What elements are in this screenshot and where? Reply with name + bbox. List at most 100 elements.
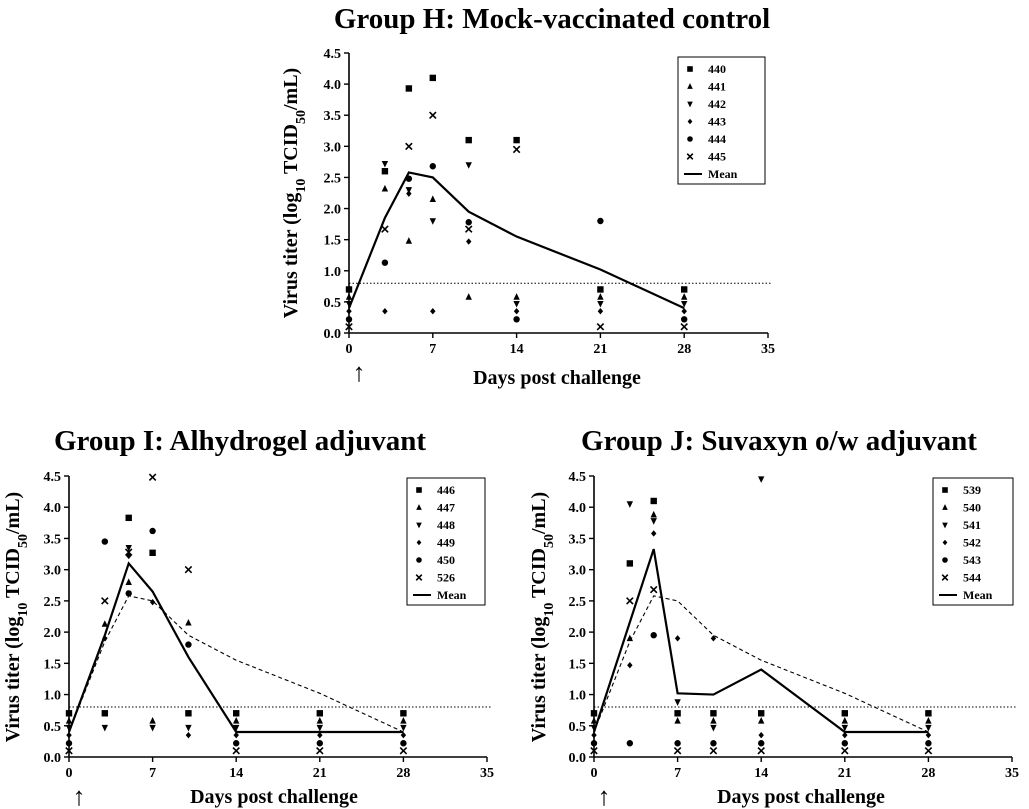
data-point-541 xyxy=(626,501,634,508)
data-point-445 xyxy=(680,323,688,331)
data-point-447 xyxy=(125,578,132,585)
legend-label: 543 xyxy=(963,553,981,567)
data-point-445 xyxy=(596,323,605,331)
y-tick-label: 1.0 xyxy=(324,265,342,280)
y-tick-label: 0.0 xyxy=(324,327,342,342)
challenge-arrow: ↑ xyxy=(73,782,86,809)
data-point-440 xyxy=(405,85,413,92)
data-point-541 xyxy=(590,724,598,732)
legend-marker-444 xyxy=(687,136,693,142)
x-axis-title: Days post challenge xyxy=(190,786,358,808)
x-tick-label: 7 xyxy=(429,342,436,357)
data-point-440 xyxy=(465,136,472,144)
data-point-449 xyxy=(66,731,72,739)
data-point-541 xyxy=(674,699,681,706)
reference-mean-line xyxy=(68,595,404,733)
data-point-526 xyxy=(399,746,408,755)
data-point-443 xyxy=(406,190,412,197)
data-point-450 xyxy=(125,590,132,597)
data-point-526 xyxy=(232,746,240,755)
data-point-446 xyxy=(149,549,156,557)
legend-label: 540 xyxy=(963,501,981,515)
data-point-542 xyxy=(650,530,657,537)
y-axis-title-part: TCID xyxy=(2,548,24,603)
legend-marker-543 xyxy=(942,557,948,563)
data-point-444 xyxy=(513,316,520,323)
data-point-447 xyxy=(185,618,192,626)
data-point-539 xyxy=(626,560,634,567)
legend-label: 539 xyxy=(963,483,981,497)
data-point-442 xyxy=(597,300,604,308)
challenge-arrow: ↑ xyxy=(598,782,611,809)
chart-panel: Group H: Mock-vaccinated control 0.0 0.5 1.… xyxy=(280,3,775,389)
data-point-526 xyxy=(124,548,133,556)
data-point-444 xyxy=(429,163,436,170)
legend: 446 447 448 449 450 526 Mean xyxy=(406,477,486,606)
data-point-441 xyxy=(381,184,389,192)
data-point-440 xyxy=(345,286,353,293)
data-point-526 xyxy=(184,565,193,574)
data-point-443 xyxy=(513,308,520,315)
y-axis-title-subscript: 10 xyxy=(294,179,309,193)
y-tick-label: 0.0 xyxy=(44,751,62,766)
y-tick-label: 4.5 xyxy=(569,470,587,485)
legend-marker-447 xyxy=(416,504,422,510)
data-point-544 xyxy=(924,746,933,755)
data-point-446 xyxy=(185,710,192,717)
data-point-446 xyxy=(65,710,73,717)
legend-marker-542 xyxy=(942,539,948,546)
data-point-449 xyxy=(317,731,323,739)
legend-label: 541 xyxy=(963,518,981,532)
chart-panel: Group J: Suvaxyn o/w adjuvant 0.0 0.5 1.0 1.… xyxy=(528,425,1019,809)
y-axis-title-subscript: 50 xyxy=(542,534,557,548)
data-point-542 xyxy=(710,635,717,642)
data-point-440 xyxy=(597,286,604,293)
data-point-540 xyxy=(674,716,681,724)
data-point-440 xyxy=(429,74,436,82)
data-point-450 xyxy=(316,740,323,747)
x-tick-label: 35 xyxy=(761,342,775,357)
data-point-448 xyxy=(149,724,156,732)
data-point-450 xyxy=(101,538,109,545)
y-axis-title-part: Virus titer (log xyxy=(528,617,550,743)
legend-marker-544 xyxy=(941,574,949,581)
y-axis-title-part: /mL) xyxy=(2,492,24,535)
data-point-445 xyxy=(464,225,473,233)
data-point-449 xyxy=(102,635,108,642)
chart-title: Group I: Alhydrogel adjuvant xyxy=(54,425,426,457)
data-point-542 xyxy=(627,662,633,669)
data-point-448 xyxy=(233,724,240,732)
legend-marker-445 xyxy=(686,153,694,160)
data-point-446 xyxy=(233,710,240,717)
y-axis-title: Virus titer (log10 TCID50/mL) xyxy=(2,492,31,742)
y-tick-label: 1.5 xyxy=(324,234,342,249)
legend-marker-450 xyxy=(416,557,422,563)
data-point-443 xyxy=(382,308,388,315)
x-tick-label: 21 xyxy=(593,342,607,357)
y-tick-label: 2.0 xyxy=(44,626,62,641)
y-axis-title-subscript: 10 xyxy=(542,603,557,617)
data-point-448 xyxy=(65,724,73,732)
data-point-448 xyxy=(316,724,323,732)
legend-marker-540 xyxy=(942,504,948,510)
data-point-440 xyxy=(513,136,520,144)
data-point-543 xyxy=(674,740,681,747)
data-point-541 xyxy=(841,724,848,732)
legend-marker-440 xyxy=(687,66,693,72)
data-point-526 xyxy=(65,746,73,755)
y-tick-label: 3.5 xyxy=(569,532,587,547)
data-point-445 xyxy=(405,142,413,151)
legend-marker-441 xyxy=(687,83,693,89)
data-point-441 xyxy=(429,195,436,203)
data-point-542 xyxy=(925,731,932,739)
data-point-450 xyxy=(65,740,73,747)
data-point-443 xyxy=(430,308,436,315)
data-point-449 xyxy=(125,552,132,560)
y-tick-label: 3.0 xyxy=(324,140,342,155)
data-point-449 xyxy=(185,731,192,739)
data-point-539 xyxy=(758,710,765,717)
x-tick-label: 21 xyxy=(313,766,327,781)
x-tick-label: 7 xyxy=(149,766,156,781)
legend-label: 446 xyxy=(437,483,455,497)
data-point-526 xyxy=(316,746,324,755)
